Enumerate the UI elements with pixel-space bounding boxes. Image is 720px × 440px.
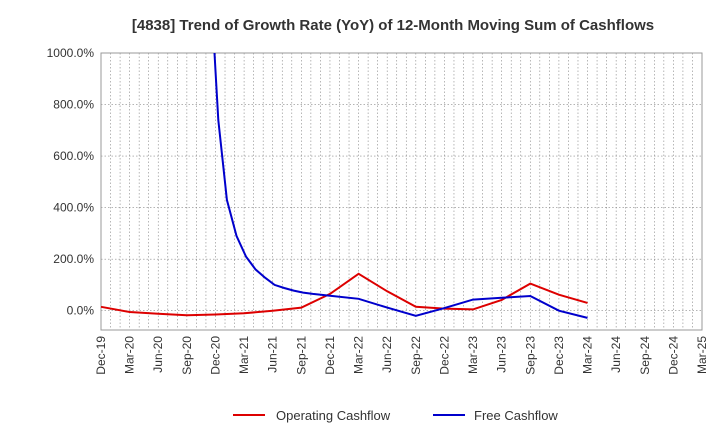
x-tick-label: Dec-19 — [94, 336, 108, 375]
x-tick-label: Sep-21 — [294, 336, 308, 375]
x-tick-label: Mar-22 — [352, 336, 366, 374]
chart-title: [4838] Trend of Growth Rate (YoY) of 12-… — [132, 17, 654, 34]
x-tick-label: Sep-23 — [523, 336, 537, 375]
x-tick-label: Sep-22 — [409, 336, 423, 375]
operating-cashflow-line — [100, 272, 588, 317]
x-tick-label: Sep-20 — [180, 336, 194, 375]
x-tick-label: Jun-20 — [151, 336, 165, 373]
y-tick-label: 0.0% — [67, 304, 95, 318]
grid-lines — [101, 52, 702, 330]
x-tick-label: Dec-24 — [666, 336, 680, 375]
plot-area-border — [100, 52, 703, 331]
x-tick-label: Mar-24 — [581, 336, 595, 374]
x-tick-label: Dec-22 — [437, 336, 451, 375]
free-cashflow-line — [213, 52, 588, 319]
x-tick-label: Jun-21 — [266, 336, 280, 373]
y-tick-label: 400.0% — [53, 201, 94, 215]
x-tick-label: Jun-23 — [495, 336, 509, 373]
x-tick-label: Mar-21 — [237, 336, 251, 374]
x-axis-ticks: Dec-19 Mar-20 Jun-20 Sep-20 Dec-20 Mar-21 Jun-… — [94, 336, 709, 375]
x-tick-label: Jun-24 — [609, 336, 623, 373]
legend-free-cashflow-label: Free Cashflow — [474, 408, 558, 423]
x-tick-label: Jun-22 — [380, 336, 394, 373]
legend: Operating Cashflow Free Cashflow — [233, 408, 558, 423]
y-axis-ticks: 0.0% 200.0% 400.0% 600.0% 800.0% 1000.0% — [47, 46, 95, 318]
x-tick-label: Dec-23 — [552, 336, 566, 375]
x-tick-label: Mar-23 — [466, 336, 480, 374]
y-tick-label: 800.0% — [53, 98, 94, 112]
x-tick-label: Mar-20 — [123, 336, 137, 374]
x-tick-label: Mar-25 — [695, 336, 709, 374]
legend-operating-cashflow-label: Operating Cashflow — [276, 408, 391, 423]
y-tick-label: 1000.0% — [47, 46, 95, 60]
y-tick-label: 600.0% — [53, 149, 94, 163]
series-lines — [100, 52, 588, 319]
x-tick-label: Sep-24 — [638, 336, 652, 375]
y-tick-label: 200.0% — [53, 252, 94, 266]
x-tick-label: Dec-21 — [323, 336, 337, 375]
x-tick-label: Dec-20 — [208, 336, 222, 375]
